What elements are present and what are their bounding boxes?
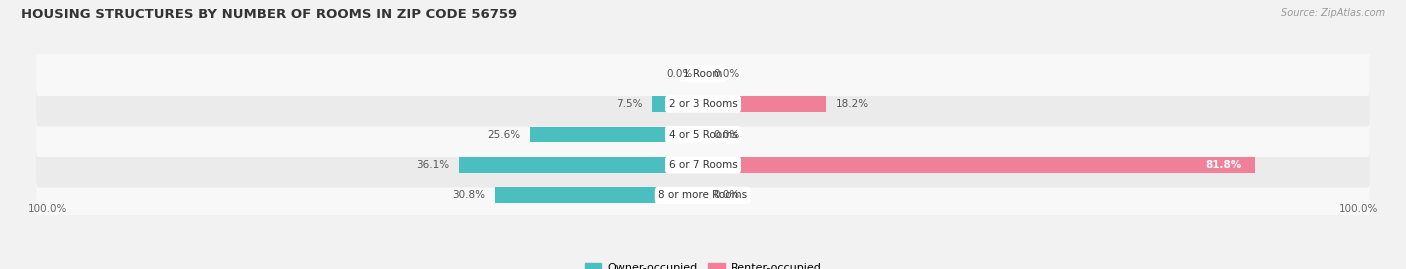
Text: 30.8%: 30.8%: [451, 190, 485, 200]
FancyBboxPatch shape: [37, 173, 1369, 218]
Text: 0.0%: 0.0%: [713, 129, 740, 140]
Bar: [703, 157, 1256, 173]
Bar: [495, 187, 703, 203]
Text: 18.2%: 18.2%: [837, 99, 869, 109]
Text: 25.6%: 25.6%: [486, 129, 520, 140]
Text: HOUSING STRUCTURES BY NUMBER OF ROOMS IN ZIP CODE 56759: HOUSING STRUCTURES BY NUMBER OF ROOMS IN…: [21, 8, 517, 21]
Bar: [460, 157, 703, 173]
Text: 100.0%: 100.0%: [28, 204, 67, 214]
FancyBboxPatch shape: [37, 82, 1369, 127]
Text: 7.5%: 7.5%: [616, 99, 643, 109]
Text: 4 or 5 Rooms: 4 or 5 Rooms: [669, 129, 737, 140]
Bar: [703, 96, 825, 112]
Bar: [530, 127, 703, 142]
Text: Source: ZipAtlas.com: Source: ZipAtlas.com: [1281, 8, 1385, 18]
Text: 1 Room: 1 Room: [683, 69, 723, 79]
Text: 6 or 7 Rooms: 6 or 7 Rooms: [669, 160, 737, 170]
Text: 0.0%: 0.0%: [713, 69, 740, 79]
Text: 0.0%: 0.0%: [666, 69, 693, 79]
Legend: Owner-occupied, Renter-occupied: Owner-occupied, Renter-occupied: [581, 258, 825, 269]
Text: 36.1%: 36.1%: [416, 160, 450, 170]
Text: 81.8%: 81.8%: [1205, 160, 1241, 170]
FancyBboxPatch shape: [37, 51, 1369, 96]
Bar: [652, 96, 703, 112]
FancyBboxPatch shape: [37, 142, 1369, 187]
Text: 8 or more Rooms: 8 or more Rooms: [658, 190, 748, 200]
Text: 0.0%: 0.0%: [713, 190, 740, 200]
Text: 2 or 3 Rooms: 2 or 3 Rooms: [669, 99, 737, 109]
FancyBboxPatch shape: [37, 112, 1369, 157]
Text: 100.0%: 100.0%: [1339, 204, 1378, 214]
